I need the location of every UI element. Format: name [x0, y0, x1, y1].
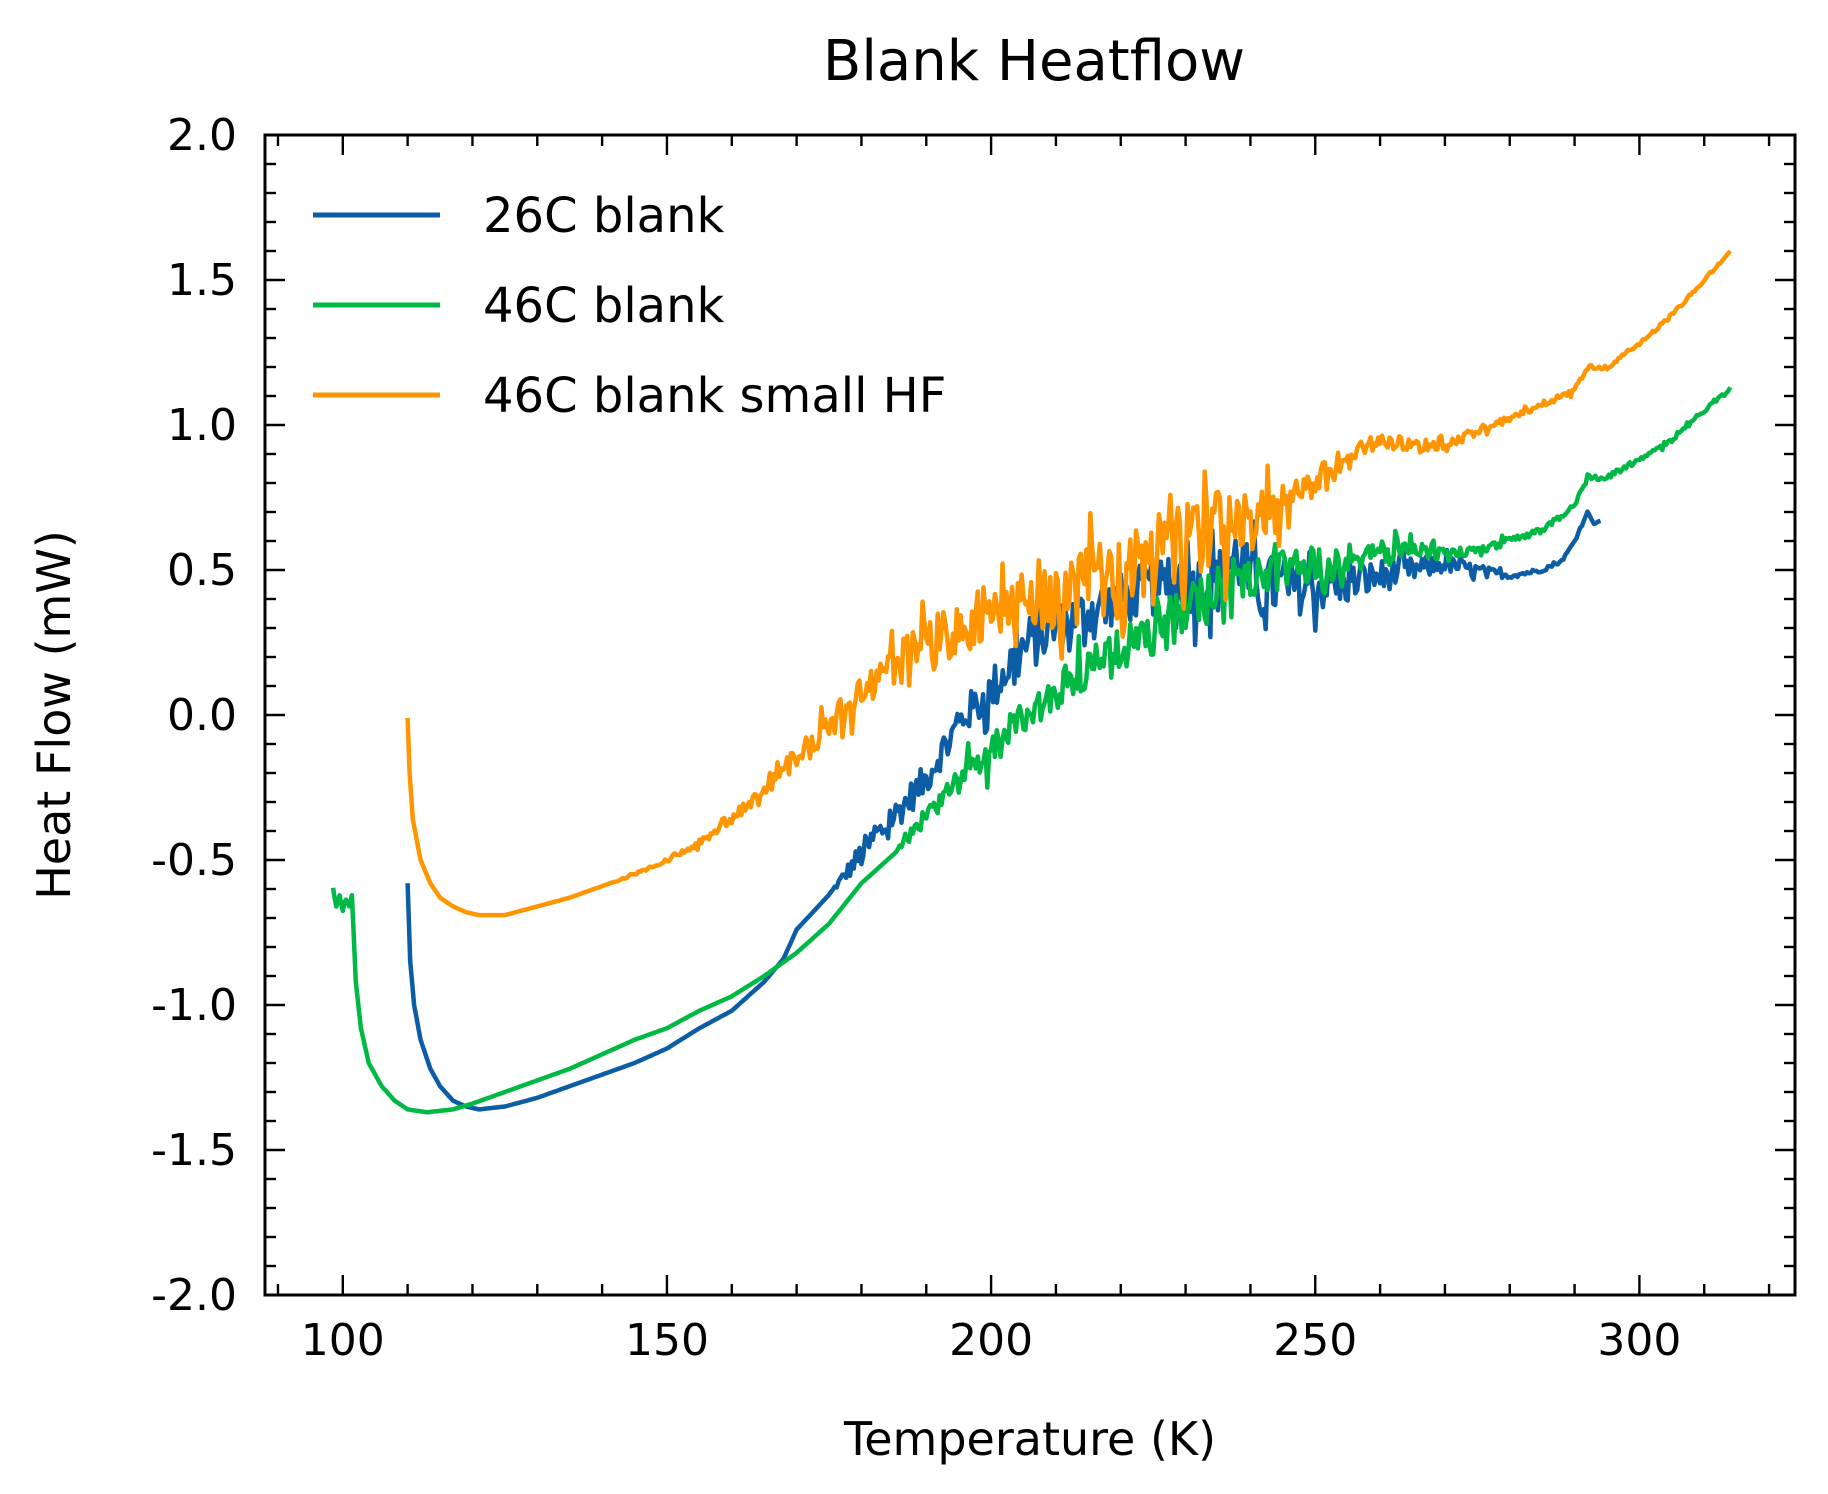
x-tick-labels: 100 150 200 250 300: [301, 1315, 1682, 1366]
y-tick-label: -0.5: [151, 835, 237, 886]
x-tick-label: 200: [949, 1315, 1033, 1366]
legend-label: 46C blank: [483, 278, 724, 334]
y-tick-label: 1.5: [167, 255, 237, 306]
legend: 26C blank 46C blank 46C blank small HF: [313, 188, 946, 424]
y-tick-label: 0.5: [167, 545, 237, 596]
y-tick-label: -2.0: [151, 1270, 237, 1321]
legend-label: 26C blank: [483, 188, 724, 244]
y-tick-label: 1.0: [167, 400, 237, 451]
y-tick-label: -1.5: [151, 1125, 237, 1176]
y-tick-label: 0.0: [167, 690, 237, 741]
x-tick-label: 300: [1597, 1315, 1681, 1366]
x-axis-label: Temperature (K): [843, 1412, 1216, 1466]
legend-label: 46C blank small HF: [483, 368, 946, 424]
series-line-2: [330, 386, 1733, 1115]
series-line-3: [405, 249, 1732, 918]
x-tick-label: 250: [1273, 1315, 1357, 1366]
plot-lines: [330, 249, 1733, 1115]
x-tick-label: 150: [625, 1315, 709, 1366]
axis-ticks: [265, 133, 1795, 1297]
chart-title: Blank Heatflow: [823, 29, 1245, 94]
x-tick-label: 100: [301, 1315, 385, 1366]
y-tick-label: -1.0: [151, 980, 237, 1031]
y-tick-labels: -2.0 -1.5 -1.0 -0.5 0.0 0.5 1.0 1.5 2.0: [151, 110, 237, 1321]
y-tick-label: 2.0: [167, 110, 237, 161]
y-axis-label: Heat Flow (mW): [27, 530, 81, 900]
